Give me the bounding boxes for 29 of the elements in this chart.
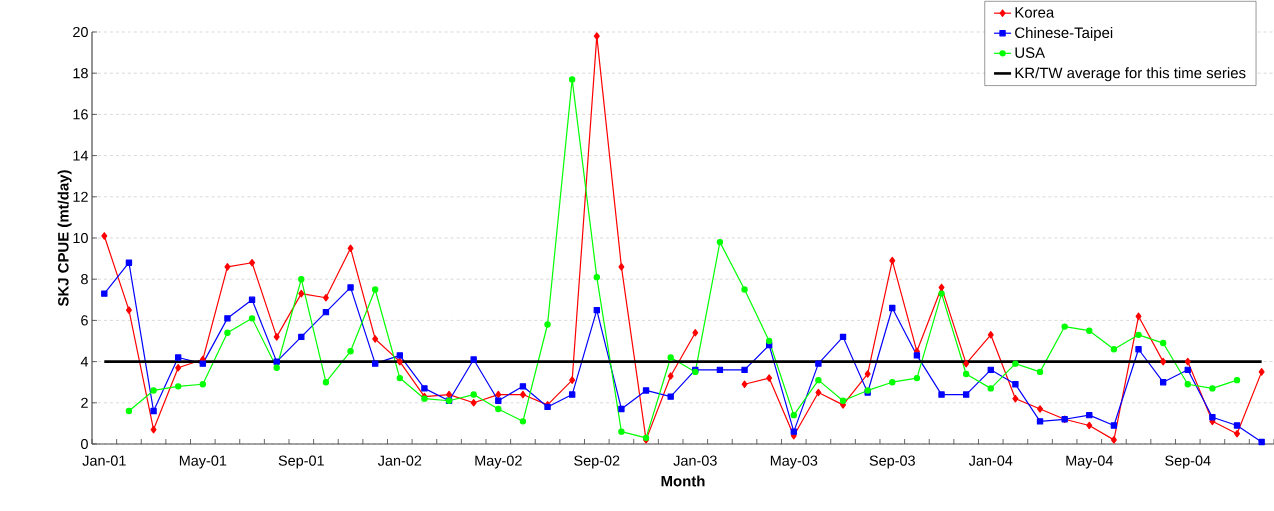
x-tick-label: May-04	[1066, 455, 1113, 469]
x-axis-title: Month	[661, 475, 705, 487]
legend-label: Chinese-Taipei	[1015, 27, 1113, 41]
y-tick-label: 20	[73, 26, 88, 38]
x-tick-label: Jan-03	[673, 455, 717, 466]
x-tick-label: Sep-03	[869, 455, 915, 469]
x-tick-label: Sep-01	[278, 455, 324, 469]
legend-label: KR/TW average for this time series	[1015, 67, 1246, 82]
x-tick-label: Jan-04	[968, 455, 1013, 466]
x-tick-label: Jan-01	[82, 455, 126, 466]
legend-label: Korea	[1015, 7, 1055, 18]
y-tick-label: 6	[81, 315, 88, 326]
y-tick-label: 12	[73, 191, 88, 202]
y-axis-title: SKJ CPUE (mt/day)	[57, 170, 72, 307]
y-tick-label: 4	[80, 356, 89, 367]
y-tick-label: 0	[81, 438, 88, 450]
x-tick-label: Sep-02	[574, 455, 620, 469]
x-tick-label: Sep-04	[1165, 455, 1211, 469]
x-tick-label: May-02	[475, 455, 522, 469]
y-tick-label: 10	[73, 232, 88, 244]
y-tick-label: 8	[81, 274, 88, 285]
y-tick-label: 18	[73, 68, 88, 79]
x-tick-label: May-01	[179, 455, 227, 469]
legend-label: USA	[1015, 47, 1046, 58]
y-tick-label: 16	[73, 109, 88, 120]
y-tick-label: 14	[73, 150, 89, 161]
x-tick-label: May-03	[770, 455, 818, 469]
x-tick-label: Jan-02	[377, 455, 422, 466]
y-tick-label: 2	[81, 397, 88, 408]
